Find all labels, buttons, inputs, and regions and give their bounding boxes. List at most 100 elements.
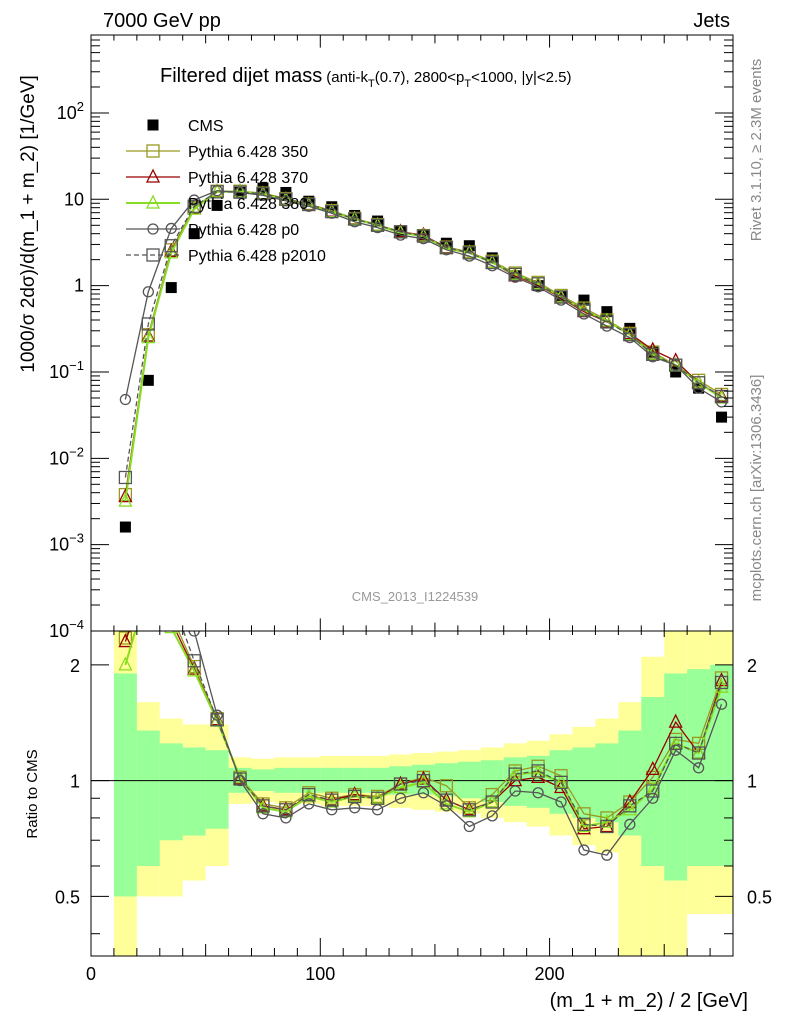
data-point — [669, 736, 683, 751]
data-point — [370, 218, 385, 232]
data-point — [370, 789, 385, 804]
ratio-band-green — [113, 673, 137, 897]
ratio-panel-series — [118, 552, 729, 861]
data-point — [622, 793, 637, 808]
data-point — [416, 770, 431, 785]
data-point — [417, 787, 430, 799]
main-ylabel: 1000/σ 2dσ)/d(m_1 + m_2) [1/GeV] — [18, 75, 39, 373]
data-point — [232, 183, 248, 198]
ratio-band-green — [136, 730, 160, 866]
data-point — [714, 675, 729, 690]
ratio-band-green — [182, 747, 206, 836]
data-point — [486, 810, 498, 822]
ratio-y-tick-label-right: 2 — [747, 656, 757, 676]
plot-title-sub-3: <1000, |y|<2.5) — [471, 69, 571, 86]
data-point — [325, 793, 339, 807]
legend-label: Pythia 6.428 370 — [188, 170, 308, 187]
data-point — [119, 393, 132, 406]
y-tick-label: 102 — [57, 99, 84, 123]
data-point — [119, 521, 131, 533]
data-point — [279, 803, 293, 817]
data-point — [485, 795, 499, 809]
data-point — [509, 785, 521, 797]
data-point — [531, 277, 545, 291]
data-point — [142, 569, 154, 581]
data-point — [462, 246, 476, 260]
data-point — [118, 492, 133, 507]
legend-entry: Pythia 6.428 370 — [126, 168, 308, 187]
data-point — [257, 808, 269, 820]
plot-title: Filtered dijet mass (anti-kT(0.7), 2800<p… — [160, 65, 571, 90]
data-point — [508, 267, 522, 282]
data-point — [165, 609, 177, 621]
data-point — [439, 241, 454, 255]
series-line — [182, 631, 723, 828]
data-point — [646, 347, 660, 362]
data-point — [509, 271, 521, 283]
data-point — [624, 331, 636, 344]
data-point — [165, 614, 177, 626]
data-point — [417, 233, 430, 245]
ratio-band-green — [159, 743, 183, 841]
collision-label: 7000 GeV pp — [103, 10, 221, 32]
series-ratio-4 — [119, 552, 729, 834]
data-point — [691, 376, 706, 390]
y-tick-label: 10 — [64, 189, 84, 209]
legend-entry: CMS — [147, 118, 224, 135]
data-point — [118, 470, 133, 485]
data-point — [463, 250, 475, 262]
data-point — [164, 631, 179, 634]
data-point — [211, 199, 223, 211]
data-point — [692, 762, 705, 774]
process-label: Jets — [693, 10, 730, 32]
data-point — [211, 709, 223, 721]
data-point — [119, 552, 131, 564]
data-point — [187, 200, 202, 215]
ratio-band-green — [595, 743, 619, 823]
data-point — [142, 286, 154, 298]
data-point — [348, 789, 362, 804]
ratio-y-tick-label: 2 — [70, 656, 80, 676]
plot-title-sub-1: (anti-k — [326, 69, 368, 86]
data-point — [280, 812, 292, 824]
legend-label: Pythia 6.428 350 — [188, 144, 308, 161]
data-point — [256, 187, 270, 201]
x-tick-label: 100 — [305, 964, 335, 984]
data-point — [599, 813, 614, 828]
legend-label: Pythia 6.428 p0 — [188, 222, 299, 239]
legend-marker — [147, 119, 159, 131]
series-line — [124, 191, 722, 478]
data-point — [324, 203, 339, 218]
ratio-band-green — [710, 664, 733, 866]
data-point — [188, 631, 200, 637]
data-point — [395, 225, 407, 237]
data-point — [716, 411, 728, 423]
data-point — [303, 798, 315, 810]
data-point — [164, 239, 178, 253]
data-point — [462, 803, 476, 817]
data-point — [141, 317, 155, 331]
data-point — [624, 818, 636, 830]
data-point — [347, 787, 362, 803]
ratio-y-tick-label-right: 0.5 — [747, 887, 772, 907]
y-tick-label: 10−4 — [49, 617, 84, 641]
data-point — [576, 818, 592, 833]
data-point — [439, 793, 454, 807]
rivet-version-label: Rivet 3.1.10, ≥ 2.3M events — [748, 59, 765, 242]
data-point — [349, 209, 361, 221]
data-point — [670, 744, 682, 756]
x-tick-label: 0 — [86, 964, 96, 984]
data-point — [554, 290, 568, 304]
data-point — [324, 793, 339, 808]
data-point — [485, 255, 499, 270]
data-point — [578, 844, 590, 856]
data-point — [646, 784, 660, 798]
data-point — [670, 366, 682, 378]
legend-marker — [145, 194, 161, 209]
data-point — [370, 791, 385, 805]
data-point — [440, 244, 453, 256]
data-point — [578, 294, 590, 306]
legend-label: Pythia 6.428 380 — [188, 196, 308, 213]
data-point — [601, 306, 613, 318]
ratio-y-tick-label: 0.5 — [55, 887, 80, 907]
